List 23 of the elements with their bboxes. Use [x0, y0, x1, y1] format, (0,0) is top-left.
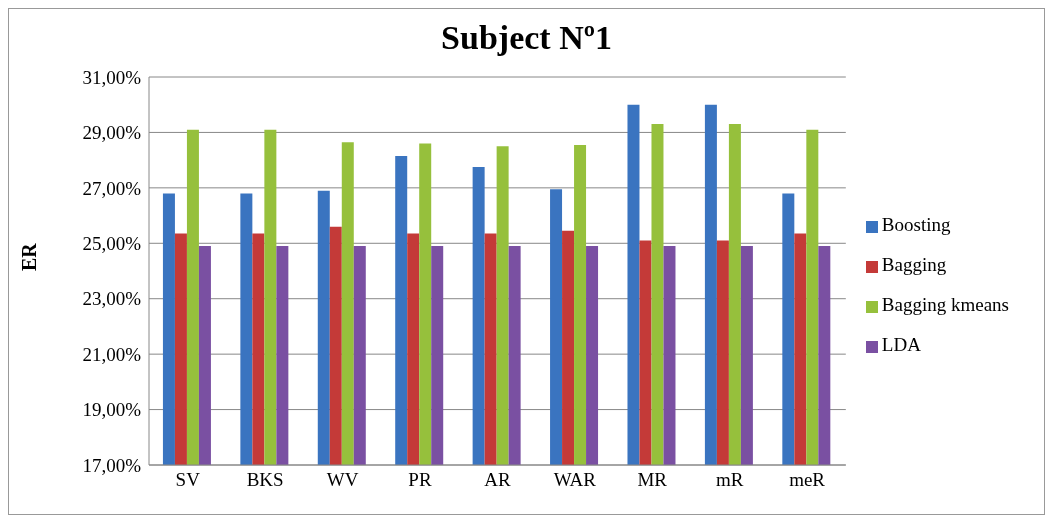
x-tick-label: meR	[789, 469, 826, 491]
y-tick-label: 19,00%	[82, 399, 142, 421]
legend-label: Boosting	[881, 214, 951, 235]
x-tick-label: mR	[715, 469, 744, 491]
x-tick-label: SV	[175, 469, 201, 491]
legend-label: LDA	[881, 334, 921, 355]
y-tick-label: 25,00%	[82, 233, 142, 255]
legend-label: Bagging kmeans	[881, 294, 1009, 315]
y-axis-title: ER	[18, 242, 41, 271]
x-tick-label: BKS	[246, 469, 284, 491]
x-tick-label: WAR	[553, 469, 597, 491]
y-tick-label: 23,00%	[82, 288, 142, 310]
y-tick-label: 21,00%	[82, 343, 142, 365]
y-tick-label: 29,00%	[82, 122, 142, 144]
x-tick-label: MR	[637, 469, 668, 491]
x-tick-label: AR	[484, 469, 511, 491]
x-tick-label: PR	[408, 469, 432, 491]
x-tick-label: WV	[326, 469, 359, 491]
chart-title: Subject Nº1	[440, 19, 613, 58]
y-tick-label: 27,00%	[82, 177, 142, 199]
y-tick-label: 31,00%	[82, 66, 142, 88]
legend-label: Bagging	[881, 254, 947, 275]
y-tick-label: 17,00%	[82, 454, 142, 476]
